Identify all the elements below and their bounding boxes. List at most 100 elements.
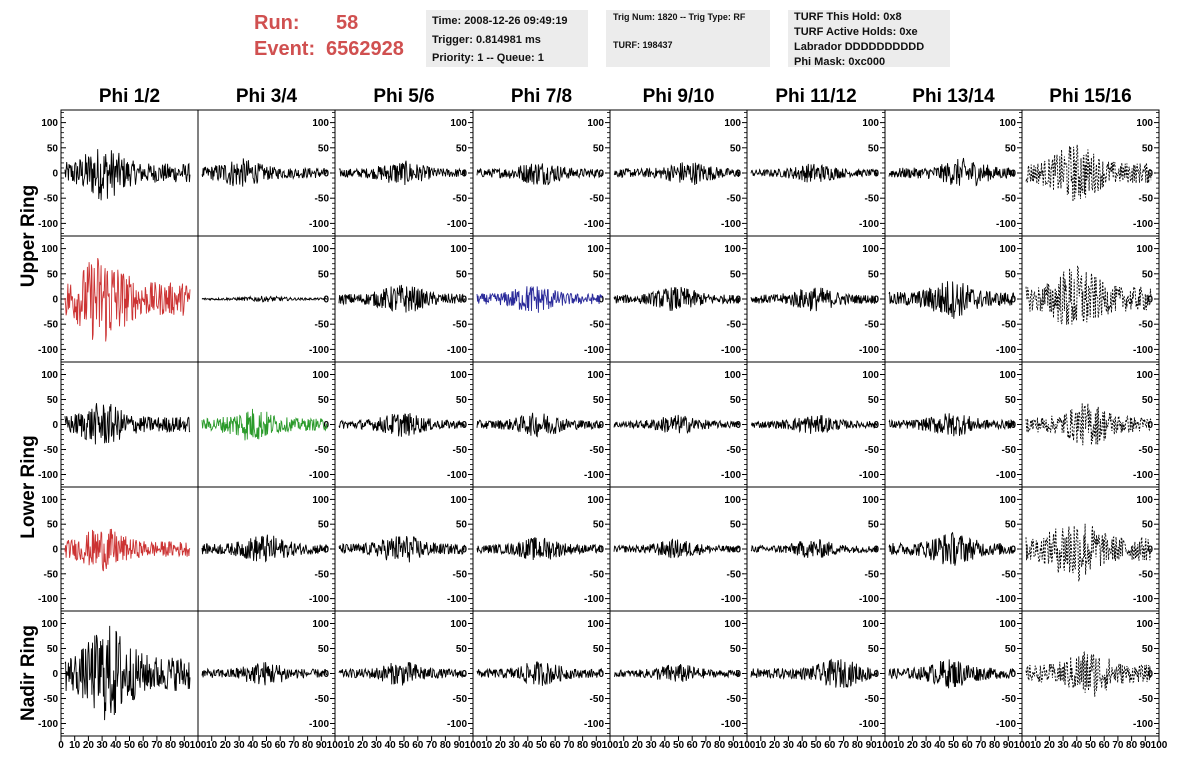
phi-header-1: Phi 1/2 [98,86,161,107]
y-tick-label: -50 [1139,694,1154,705]
y-tick-label: -100 [859,470,879,481]
x-tick-label: 20 [1044,740,1056,751]
y-tick-label: -100 [721,594,741,605]
y-tick-label: 50 [318,520,330,531]
waveform-trace [338,535,466,563]
x-tick-label: 80 [1126,740,1138,751]
y-tick-label: -100 [309,719,329,730]
x-tick-label: 40 [385,740,397,751]
y-tick-label: 50 [593,644,605,655]
x-tick-label: 70 [838,740,850,751]
y-tick-label: 100 [862,244,879,255]
y-tick-label: 100 [312,244,329,255]
y-tick-label: 100 [41,619,58,630]
x-tick-label: 20 [907,740,919,751]
x-tick-label: 40 [522,740,534,751]
waveform-trace [888,281,1015,319]
x-tick-label: 80 [302,740,314,751]
y-tick-label: -50 [727,445,742,456]
y-tick-label: 50 [1005,143,1017,154]
run-label: Run: [254,12,300,34]
panel-frame [60,235,199,363]
y-tick-label: 100 [999,495,1016,506]
turf-hold-line: TURF This Hold: 0x8 [794,11,902,23]
y-tick-label: -100 [1133,719,1153,730]
y-tick-label: 50 [1142,269,1154,280]
y-tick-label: -50 [1139,569,1154,580]
y-tick-label: -100 [996,719,1016,730]
x-tick-label: 100 [602,740,619,751]
y-tick-label: -50 [865,694,880,705]
y-tick-label: 100 [862,495,879,506]
y-tick-label: 0 [598,669,604,680]
y-tick-label: -50 [1139,445,1154,456]
x-tick-label: 10 [755,740,767,751]
y-tick-label: 0 [52,545,58,556]
panel-r3-c4: 100 50 0 -50 -100 [472,361,611,488]
y-tick-label: -100 [859,345,879,356]
y-tick-label: -50 [865,194,880,205]
waveform-trace [614,663,740,682]
y-tick-label: -100 [309,470,329,481]
y-tick-label: 50 [47,520,59,531]
y-tick-label: 50 [1005,644,1017,655]
x-tick-label: 30 [509,740,521,751]
x-tick-label: 70 [563,740,575,751]
y-tick-label: 0 [598,295,604,306]
panel-r2-c1: 100 50 0 -50 -100 [38,235,199,363]
y-tick-label: -100 [584,345,604,356]
y-tick-label: -100 [38,719,58,730]
waveform-trace [888,659,1015,689]
y-tick-label: 50 [318,143,330,154]
x-tick-label: 100 [877,740,894,751]
y-tick-label: -100 [38,594,58,605]
x-tick-label: 30 [371,740,383,751]
waveform-trace [1025,523,1152,582]
x-tick-label: 50 [124,740,136,751]
waveform-trace [201,158,328,187]
x-tick-label: 80 [714,740,726,751]
y-tick-label: -50 [1002,320,1017,331]
y-tick-label: -100 [721,719,741,730]
waveform-trace [338,662,466,686]
y-tick-label: 0 [52,420,58,431]
y-tick-label: -50 [453,194,468,205]
waveform-trace [201,534,328,563]
y-tick-label: 0 [323,545,329,556]
x-tick-label: 60 [550,740,562,751]
panel-r2-c7: 100 50 0 -50 -100 [884,235,1023,363]
waveform-trace [750,658,878,688]
y-tick-label: -50 [1139,320,1154,331]
x-tick-label: 40 [934,740,946,751]
x-tick-label: 90 [454,740,466,751]
y-tick-label: -100 [447,470,467,481]
priority-line: Priority: 1 -- Queue: 1 [432,52,544,64]
waveform-trace [338,413,466,437]
x-tick-label: 40 [1071,740,1083,751]
x-tick-label: 50 [398,740,410,751]
phi-header-5: Phi 9/10 [642,86,715,107]
x-tick-label: 70 [1112,740,1124,751]
x-tick-label: 60 [138,740,150,751]
x-tick-label: 80 [989,740,1001,751]
x-tick-label: 30 [921,740,933,751]
y-tick-label: 50 [318,395,330,406]
y-tick-label: 100 [1136,244,1153,255]
y-tick-label: -50 [315,320,330,331]
y-tick-label: 50 [593,395,605,406]
phi-header-8: Phi 15/16 [1049,86,1132,107]
x-tick-label: 50 [673,740,685,751]
y-tick-label: -50 [865,445,880,456]
x-tick-label: 100 [739,740,756,751]
waveform-trace [613,414,740,434]
waveform-trace [751,415,878,434]
y-tick-label: 100 [1136,619,1153,630]
y-tick-label: 100 [41,244,58,255]
x-tick-label: 70 [288,740,300,751]
y-tick-label: 50 [868,143,880,154]
